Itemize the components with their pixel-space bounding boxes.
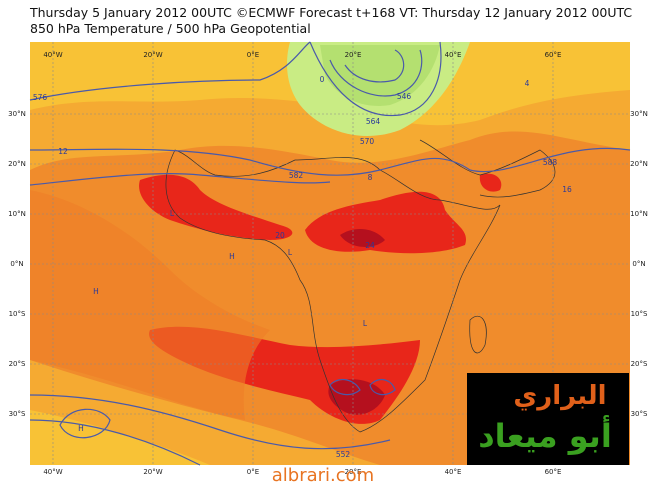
contour-labels: 576 582 588 570 564 552 546 12 16 20 24 … [33,75,572,459]
lat-labels: 30°N 30°N 20°N 20°N 10°N 10°N 0°N 0°N 10°S 10°S 20… [8,110,648,418]
contour-label: 4 [525,79,530,88]
contour-label: 20 [275,231,285,240]
contour-label: 0 [320,75,325,84]
lat-label: 0°N [10,260,23,268]
contour-label: H [93,287,99,296]
lat-label: 10°N [630,210,648,218]
contour-label: 570 [360,137,375,146]
lon-label: 40°E [445,468,462,476]
contour-label: H [229,252,235,261]
footer-site: albrari.com [272,465,374,486]
logo-line2: أبو ميعاد [478,415,612,455]
logo-line1: البراري [513,381,606,411]
contour-label: 576 [33,93,48,102]
contour-label: 16 [562,185,572,194]
logo: البراري أبو ميعاد [467,373,629,465]
contour-label: L [170,209,175,218]
lat-label: 10°N [8,210,26,218]
lon-label: 0°E [247,468,259,476]
contour-label: 8 [368,173,373,182]
contour-label: 552 [336,450,351,459]
contour-label: 582 [289,171,304,180]
subtitle: 850 hPa Temperature / 500 hPa Geopotenti… [30,21,311,36]
lon-label: 60°E [545,51,562,59]
lon-label: 0°E [247,51,259,59]
lon-label: 40°W [43,51,62,59]
lon-label: 40°E [445,51,462,59]
contour-label: 24 [365,241,375,250]
lon-label: 20°E [345,51,362,59]
lat-label: 30°S [631,410,648,418]
lat-label: 20°S [631,360,648,368]
map: 576 582 588 570 564 552 546 12 16 20 24 … [29,41,631,466]
lat-label: 20°N [630,160,648,168]
contour-label: H [78,424,84,433]
title: Thursday 5 January 2012 00UTC ©ECMWF For… [29,5,632,20]
lat-label: 0°N [632,260,645,268]
lat-label: 20°S [9,360,26,368]
lat-label: 10°S [9,310,26,318]
contour-label: L [288,248,293,257]
lat-label: 10°S [631,310,648,318]
contour-label: L [363,319,368,328]
lon-label: 40°W [43,468,62,476]
contour-label: 12 [58,147,68,156]
lon-label: 20°E [345,468,362,476]
lon-label: 60°E [545,468,562,476]
lat-label: 30°N [8,110,26,118]
lat-label: 30°S [9,410,26,418]
lat-label: 20°N [8,160,26,168]
lat-label: 30°N [630,110,648,118]
lon-labels: 40°W 20°W 0°E 20°E 40°E 60°E 40°W 20°W 0… [43,51,561,476]
contour-label: 546 [397,92,412,101]
contour-label: 564 [366,117,381,126]
lon-label: 20°W [143,51,162,59]
contour-label: 588 [543,158,558,167]
lon-label: 20°W [143,468,162,476]
